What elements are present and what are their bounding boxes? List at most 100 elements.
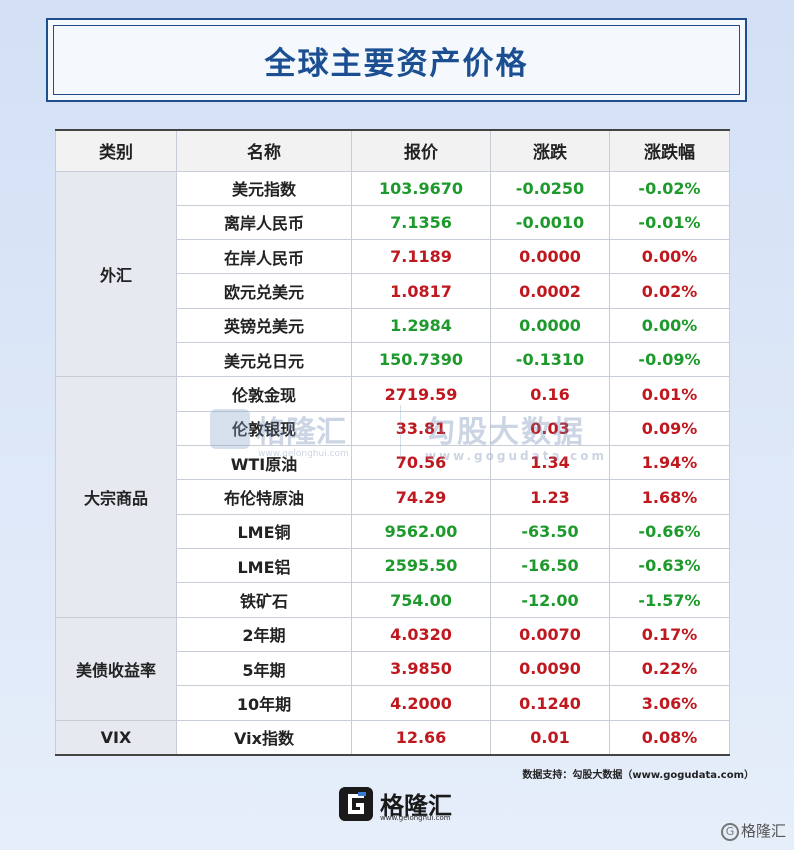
source-note: 数据支持：勾股大数据（www.gogudata.com）: [522, 770, 754, 781]
change-pct-cell: 0.08%: [609, 719, 730, 756]
price-cell: 150.7390: [351, 342, 491, 378]
brand-logo-icon: [339, 787, 373, 821]
change-pct-cell: 0.00%: [609, 307, 730, 344]
price-cell: 1.0817: [351, 273, 491, 309]
price-cell: 9562.00: [351, 513, 491, 550]
change-pct-cell: 0.00%: [609, 239, 730, 275]
table-row: 伦敦银现 33.81 0.03 0.09%: [56, 410, 730, 447]
change-cell: 0.01: [490, 719, 610, 756]
change-cell: -63.50: [490, 513, 610, 550]
change-cell: -0.0250: [490, 170, 610, 206]
change-pct-cell: 0.09%: [609, 410, 730, 447]
change-cell: 1.34: [490, 445, 610, 481]
table-row: 5年期 3.9850 0.0090 0.22%: [56, 651, 730, 687]
table-header-row: 类别 名称 报价 涨跌 涨跌幅: [55, 129, 730, 172]
change-cell: 0.0090: [490, 651, 610, 687]
change-pct-cell: -1.57%: [609, 582, 730, 618]
corner-watermark: G 格隆汇: [720, 820, 786, 841]
header-price: 报价: [351, 129, 491, 172]
asset-name-cell: 10年期: [176, 685, 352, 721]
table-row: 外汇 美元指数 103.9670 -0.0250 -0.02%: [55, 170, 730, 378]
change-cell: -16.50: [490, 548, 610, 584]
category-cell: VIX: [55, 719, 177, 756]
change-pct-cell: 1.68%: [609, 479, 730, 515]
change-cell: 1.23: [490, 479, 610, 515]
table-row: 大宗商品 伦敦金现 2719.59 0.16 0.01%: [55, 376, 730, 618]
asset-name-cell: 在岸人民币: [176, 239, 352, 275]
header-category: 类别: [55, 129, 177, 172]
brand-url: www.gelonghui.com: [380, 814, 451, 822]
price-cell: 103.9670: [351, 170, 491, 206]
change-pct-cell: 0.17%: [609, 616, 730, 653]
price-cell: 4.0320: [351, 616, 491, 653]
price-cell: 4.2000: [351, 685, 491, 721]
change-pct-cell: 0.01%: [609, 376, 730, 412]
table-row: VIX Vix指数 12.66 0.01 0.08%: [55, 719, 730, 756]
table-row: 10年期 4.2000 0.1240 3.06%: [56, 685, 730, 721]
price-cell: 70.56: [351, 445, 491, 481]
change-pct-cell: -0.09%: [609, 342, 730, 378]
change-pct-cell: -0.02%: [609, 170, 730, 206]
price-cell: 7.1189: [351, 239, 491, 275]
asset-name-cell: 离岸人民币: [176, 204, 352, 241]
table-row: 欧元兑美元 1.0817 0.0002 0.02%: [56, 273, 730, 309]
price-cell: 1.2984: [351, 307, 491, 344]
asset-name-cell: 伦敦金现: [176, 376, 352, 412]
asset-name-cell: Vix指数: [176, 719, 352, 756]
header-change: 涨跌: [490, 129, 610, 172]
asset-price-table: 类别 名称 报价 涨跌 涨跌幅 外汇 美元指数 103.9670 -0.0250 -0.…: [55, 129, 730, 756]
change-pct-cell: -0.66%: [609, 513, 730, 550]
change-pct-cell: 3.06%: [609, 685, 730, 721]
change-cell: -0.0010: [490, 204, 610, 241]
change-cell: 0.0002: [490, 273, 610, 309]
category-cell: 大宗商品: [55, 376, 177, 618]
table-row: 铁矿石 754.00 -12.00 -1.57%: [56, 582, 730, 618]
title-banner: 全球主要资产价格: [46, 18, 747, 102]
header-name: 名称: [176, 129, 352, 172]
change-cell: 0.0000: [490, 239, 610, 275]
asset-name-cell: 2年期: [176, 616, 352, 653]
change-cell: 0.0000: [490, 307, 610, 344]
table-row: 英镑兑美元 1.2984 0.0000 0.00%: [56, 307, 730, 344]
category-cell: 外汇: [55, 170, 177, 378]
change-cell: 0.0070: [490, 616, 610, 653]
asset-name-cell: 英镑兑美元: [176, 307, 352, 344]
table-row: WTI原油 70.56 1.34 1.94%: [56, 445, 730, 481]
table-row: 美债收益率 2年期 4.0320 0.0070 0.17%: [55, 616, 730, 721]
change-cell: 0.03: [490, 410, 610, 447]
page-title: 全球主要资产价格: [264, 45, 529, 82]
category-cell: 美债收益率: [55, 616, 177, 721]
change-pct-cell: 0.02%: [609, 273, 730, 309]
asset-name-cell: 美元指数: [176, 170, 352, 206]
price-cell: 2595.50: [351, 548, 491, 584]
change-pct-cell: -0.01%: [609, 204, 730, 241]
price-cell: 33.81: [351, 410, 491, 447]
price-cell: 2719.59: [351, 376, 491, 412]
asset-name-cell: LME铝: [176, 548, 352, 584]
change-cell: 0.1240: [490, 685, 610, 721]
price-cell: 754.00: [351, 582, 491, 618]
change-pct-cell: 0.22%: [609, 651, 730, 687]
change-pct-cell: -0.63%: [609, 548, 730, 584]
corner-watermark-text: 格隆汇: [740, 822, 786, 840]
change-pct-cell: 1.94%: [609, 445, 730, 481]
price-cell: 3.9850: [351, 651, 491, 687]
asset-name-cell: 美元兑日元: [176, 342, 352, 378]
asset-name-cell: 布伦特原油: [176, 479, 352, 515]
table-body: 外汇 美元指数 103.9670 -0.0250 -0.02% 离岸人民币 7.1356 -0…: [55, 170, 730, 756]
table-row: 在岸人民币 7.1189 0.0000 0.00%: [56, 239, 730, 275]
asset-name-cell: WTI原油: [176, 445, 352, 481]
table-row: 美元兑日元 150.7390 -0.1310 -0.09%: [56, 342, 730, 378]
change-cell: -0.1310: [490, 342, 610, 378]
header-change-pct: 涨跌幅: [609, 129, 730, 172]
asset-name-cell: 5年期: [176, 651, 352, 687]
asset-price-table-container: 类别 名称 报价 涨跌 涨跌幅 外汇 美元指数 103.9670 -0.0250 -0.…: [55, 129, 730, 756]
asset-name-cell: 铁矿石: [176, 582, 352, 618]
table-row: 离岸人民币 7.1356 -0.0010 -0.01%: [56, 204, 730, 241]
corner-logo-icon: G: [720, 822, 739, 841]
change-cell: 0.16: [490, 376, 610, 412]
asset-name-cell: 伦敦银现: [176, 410, 352, 447]
table-row: 布伦特原油 74.29 1.23 1.68%: [56, 479, 730, 515]
brand-logo: 格隆汇 www.gelonghui.com: [338, 786, 468, 824]
price-cell: 7.1356: [351, 204, 491, 241]
